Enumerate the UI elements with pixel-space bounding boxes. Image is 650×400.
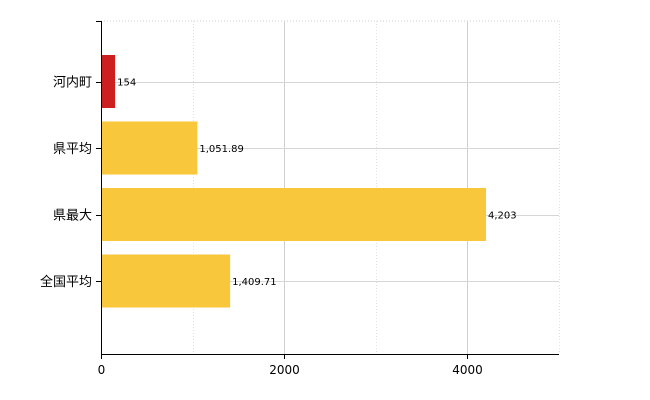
data-label-4: 1,409.71 — [232, 277, 277, 288]
x-tick-label-1: 0 — [98, 363, 106, 377]
category-label-2: 県平均 — [53, 142, 92, 157]
x-tick-label-3: 4000 — [452, 363, 483, 377]
bar-4 — [101, 254, 231, 308]
bars — [101, 55, 486, 308]
bar-3 — [101, 188, 486, 241]
labels: 154 河内町 1,051.89 県平均 4,203 県最大 1,409.71 全国平均 0 20… — [40, 75, 517, 378]
data-label-1: 154 — [117, 78, 136, 89]
bar-1 — [101, 55, 116, 108]
axes — [96, 21, 559, 359]
data-label-3: 4,203 — [488, 211, 517, 222]
category-label-3: 県最大 — [53, 209, 92, 224]
category-label-1: 河内町 — [53, 75, 92, 91]
category-label-4: 全国平均 — [40, 274, 92, 290]
data-label-2: 1,051.89 — [199, 144, 244, 155]
bar-2 — [101, 121, 198, 175]
x-tick-label-2: 2000 — [269, 363, 300, 377]
